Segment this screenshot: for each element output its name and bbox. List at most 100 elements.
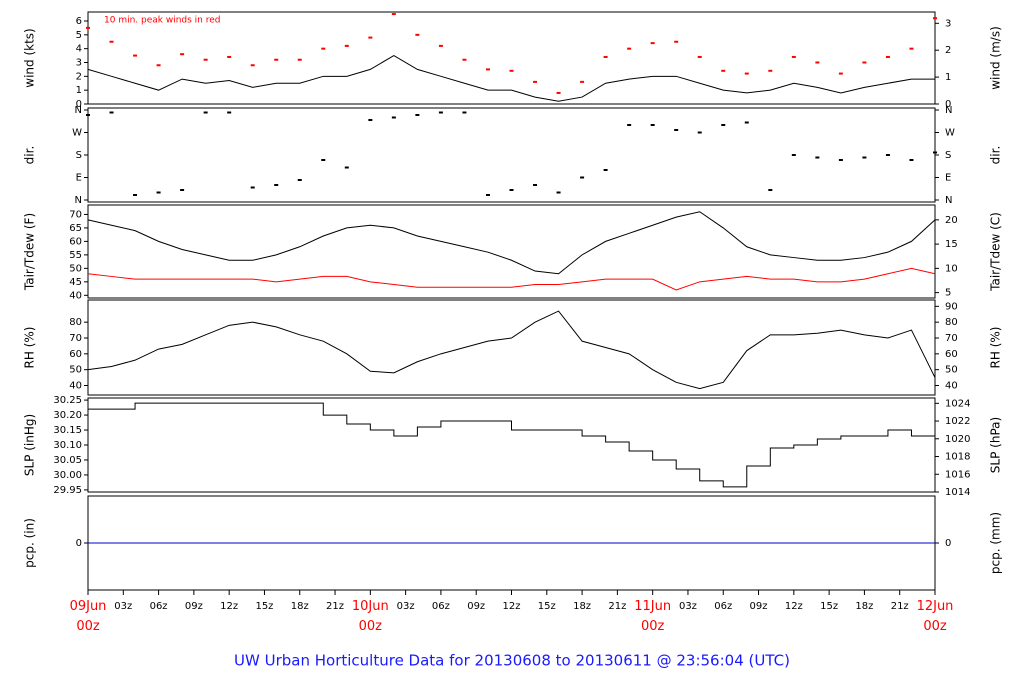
x-tick-label: 15z (538, 601, 556, 612)
dir-point (250, 186, 255, 189)
dir-point (815, 156, 820, 159)
x-tick-label: 18z (855, 601, 873, 612)
x-tick-label: 21z (326, 601, 344, 612)
panel-frame (87, 204, 936, 299)
y-tick-label: N (75, 105, 82, 116)
y-tick-label: 0 (76, 99, 82, 110)
peak-point (721, 69, 726, 72)
peak-point (627, 47, 632, 50)
peak-point (509, 69, 514, 72)
dir-point (603, 169, 608, 171)
dir-point (697, 131, 702, 134)
y-tick-label: 60 (69, 349, 82, 360)
x-tick-label: 09z (750, 601, 768, 612)
peak-point (415, 33, 420, 36)
x-tick-label: 18z (291, 601, 309, 612)
x-tick-label: 06z (432, 601, 450, 612)
peak-point (109, 40, 114, 43)
dir-point (791, 154, 796, 156)
x-tick-label: 06z (714, 601, 732, 612)
peak-point (791, 55, 796, 58)
chart-title: UW Urban Horticulture Data for 20130608 … (234, 652, 790, 670)
panel-frame (87, 299, 936, 396)
y2-tick-label: 1 (945, 72, 951, 83)
x-tick-label: 03z (114, 601, 132, 612)
peak-point (909, 47, 914, 50)
y2-axis-label: pcp. (mm) (989, 512, 1003, 574)
y-tick-label: 6 (76, 16, 82, 27)
x-tick-label: 03z (679, 601, 697, 612)
y-axis-label: wind (kts) (23, 28, 37, 87)
dir-point (203, 111, 208, 114)
peak-point (885, 55, 890, 58)
dir-point (933, 151, 937, 154)
y-tick-label: E (76, 173, 82, 184)
y-tick-label: 80 (69, 317, 82, 328)
y2-tick-label: 1016 (945, 469, 970, 480)
y-tick-label: 1 (76, 85, 82, 96)
annotation: 10 min. peak winds in red (104, 16, 221, 26)
peak-point (297, 58, 302, 61)
x-tick-label: 21z (891, 601, 909, 612)
y-tick-label: 60 (69, 236, 82, 247)
dir-point (862, 156, 867, 159)
y-tick-label: 30.00 (53, 470, 82, 481)
y-axis-label: dir. (23, 146, 37, 165)
dir-point (415, 114, 420, 116)
dir-point (768, 189, 773, 191)
peak-point (556, 91, 561, 94)
x-tick-label: 12Jun 00z (917, 599, 954, 634)
dir-point (674, 129, 679, 131)
y2-tick-label: 10 (945, 263, 958, 274)
dir-point (721, 124, 726, 126)
x-tick-label: 12z (503, 601, 521, 612)
y2-tick-label: 1018 (945, 452, 970, 463)
y-tick-label: 65 (69, 223, 82, 234)
dir-point (556, 191, 561, 194)
y-tick-label: 30.15 (53, 425, 82, 436)
peak-point (485, 68, 490, 71)
y-tick-label: N (75, 195, 82, 206)
peak-point (156, 64, 161, 67)
y-tick-label: 3 (76, 57, 82, 68)
x-tick-label: 09z (185, 601, 203, 612)
y-tick-label: 40 (69, 381, 82, 392)
dir-point (368, 119, 373, 121)
x-tick-label: 09z (467, 601, 485, 612)
y2-tick-label: 1014 (945, 487, 970, 498)
y2-tick-label: 3 (945, 18, 951, 29)
y2-tick-label: 5 (945, 288, 951, 299)
dir-point (909, 159, 914, 161)
dir-point (533, 184, 538, 186)
dir-point (156, 191, 161, 194)
y2-tick-label: 0 (945, 99, 951, 110)
y2-axis-label: SLP (hPa) (989, 417, 1003, 473)
y2-axis-label: dir. (989, 146, 1003, 165)
dir-point (297, 179, 302, 181)
dir-point (227, 111, 232, 114)
dir-point (274, 184, 279, 186)
peak-point (203, 58, 208, 61)
y2-tick-label: N (945, 105, 952, 116)
x-tick-label: 18z (573, 601, 591, 612)
x-tick-label: 21z (608, 601, 626, 612)
dir-point (627, 124, 632, 126)
peak-point (674, 40, 679, 43)
peak-point (862, 61, 867, 64)
x-tick-label: 11Jun 00z (634, 599, 671, 634)
y-axis-label: SLP (inHg) (23, 414, 37, 476)
dir-point (86, 114, 90, 116)
peak-point (368, 36, 373, 39)
dir-point (438, 111, 443, 114)
peak-point (815, 61, 820, 64)
x-tick-label: 12z (220, 601, 238, 612)
y-tick-label: W (72, 128, 82, 139)
x-tick-label: 03z (397, 601, 415, 612)
peak-point (580, 80, 585, 83)
y-tick-label: 45 (69, 277, 82, 288)
y-tick-label: 70 (69, 333, 82, 344)
y2-tick-label: 80 (945, 317, 958, 328)
y2-tick-label: 1024 (945, 398, 970, 409)
